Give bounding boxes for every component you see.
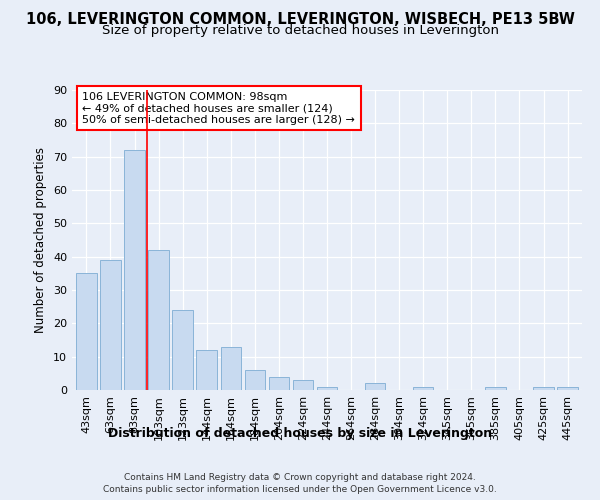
Bar <box>148 250 169 390</box>
Bar <box>293 380 313 390</box>
Text: 106, LEVERINGTON COMMON, LEVERINGTON, WISBECH, PE13 5BW: 106, LEVERINGTON COMMON, LEVERINGTON, WI… <box>26 12 574 28</box>
Bar <box>413 386 433 390</box>
Bar <box>124 150 145 390</box>
Text: Contains HM Land Registry data © Crown copyright and database right 2024.: Contains HM Land Registry data © Crown c… <box>124 472 476 482</box>
Bar <box>533 386 554 390</box>
Y-axis label: Number of detached properties: Number of detached properties <box>34 147 47 333</box>
Text: Size of property relative to detached houses in Leverington: Size of property relative to detached ho… <box>101 24 499 37</box>
Bar <box>76 274 97 390</box>
Bar <box>245 370 265 390</box>
Bar <box>557 386 578 390</box>
Bar <box>365 384 385 390</box>
Bar <box>221 346 241 390</box>
Bar <box>196 350 217 390</box>
Text: 106 LEVERINGTON COMMON: 98sqm
← 49% of detached houses are smaller (124)
50% of : 106 LEVERINGTON COMMON: 98sqm ← 49% of d… <box>82 92 355 124</box>
Bar <box>485 386 506 390</box>
Bar <box>269 376 289 390</box>
Bar <box>172 310 193 390</box>
Bar <box>317 386 337 390</box>
Text: Distribution of detached houses by size in Leverington: Distribution of detached houses by size … <box>108 428 492 440</box>
Text: Contains public sector information licensed under the Open Government Licence v3: Contains public sector information licen… <box>103 485 497 494</box>
Bar <box>100 260 121 390</box>
